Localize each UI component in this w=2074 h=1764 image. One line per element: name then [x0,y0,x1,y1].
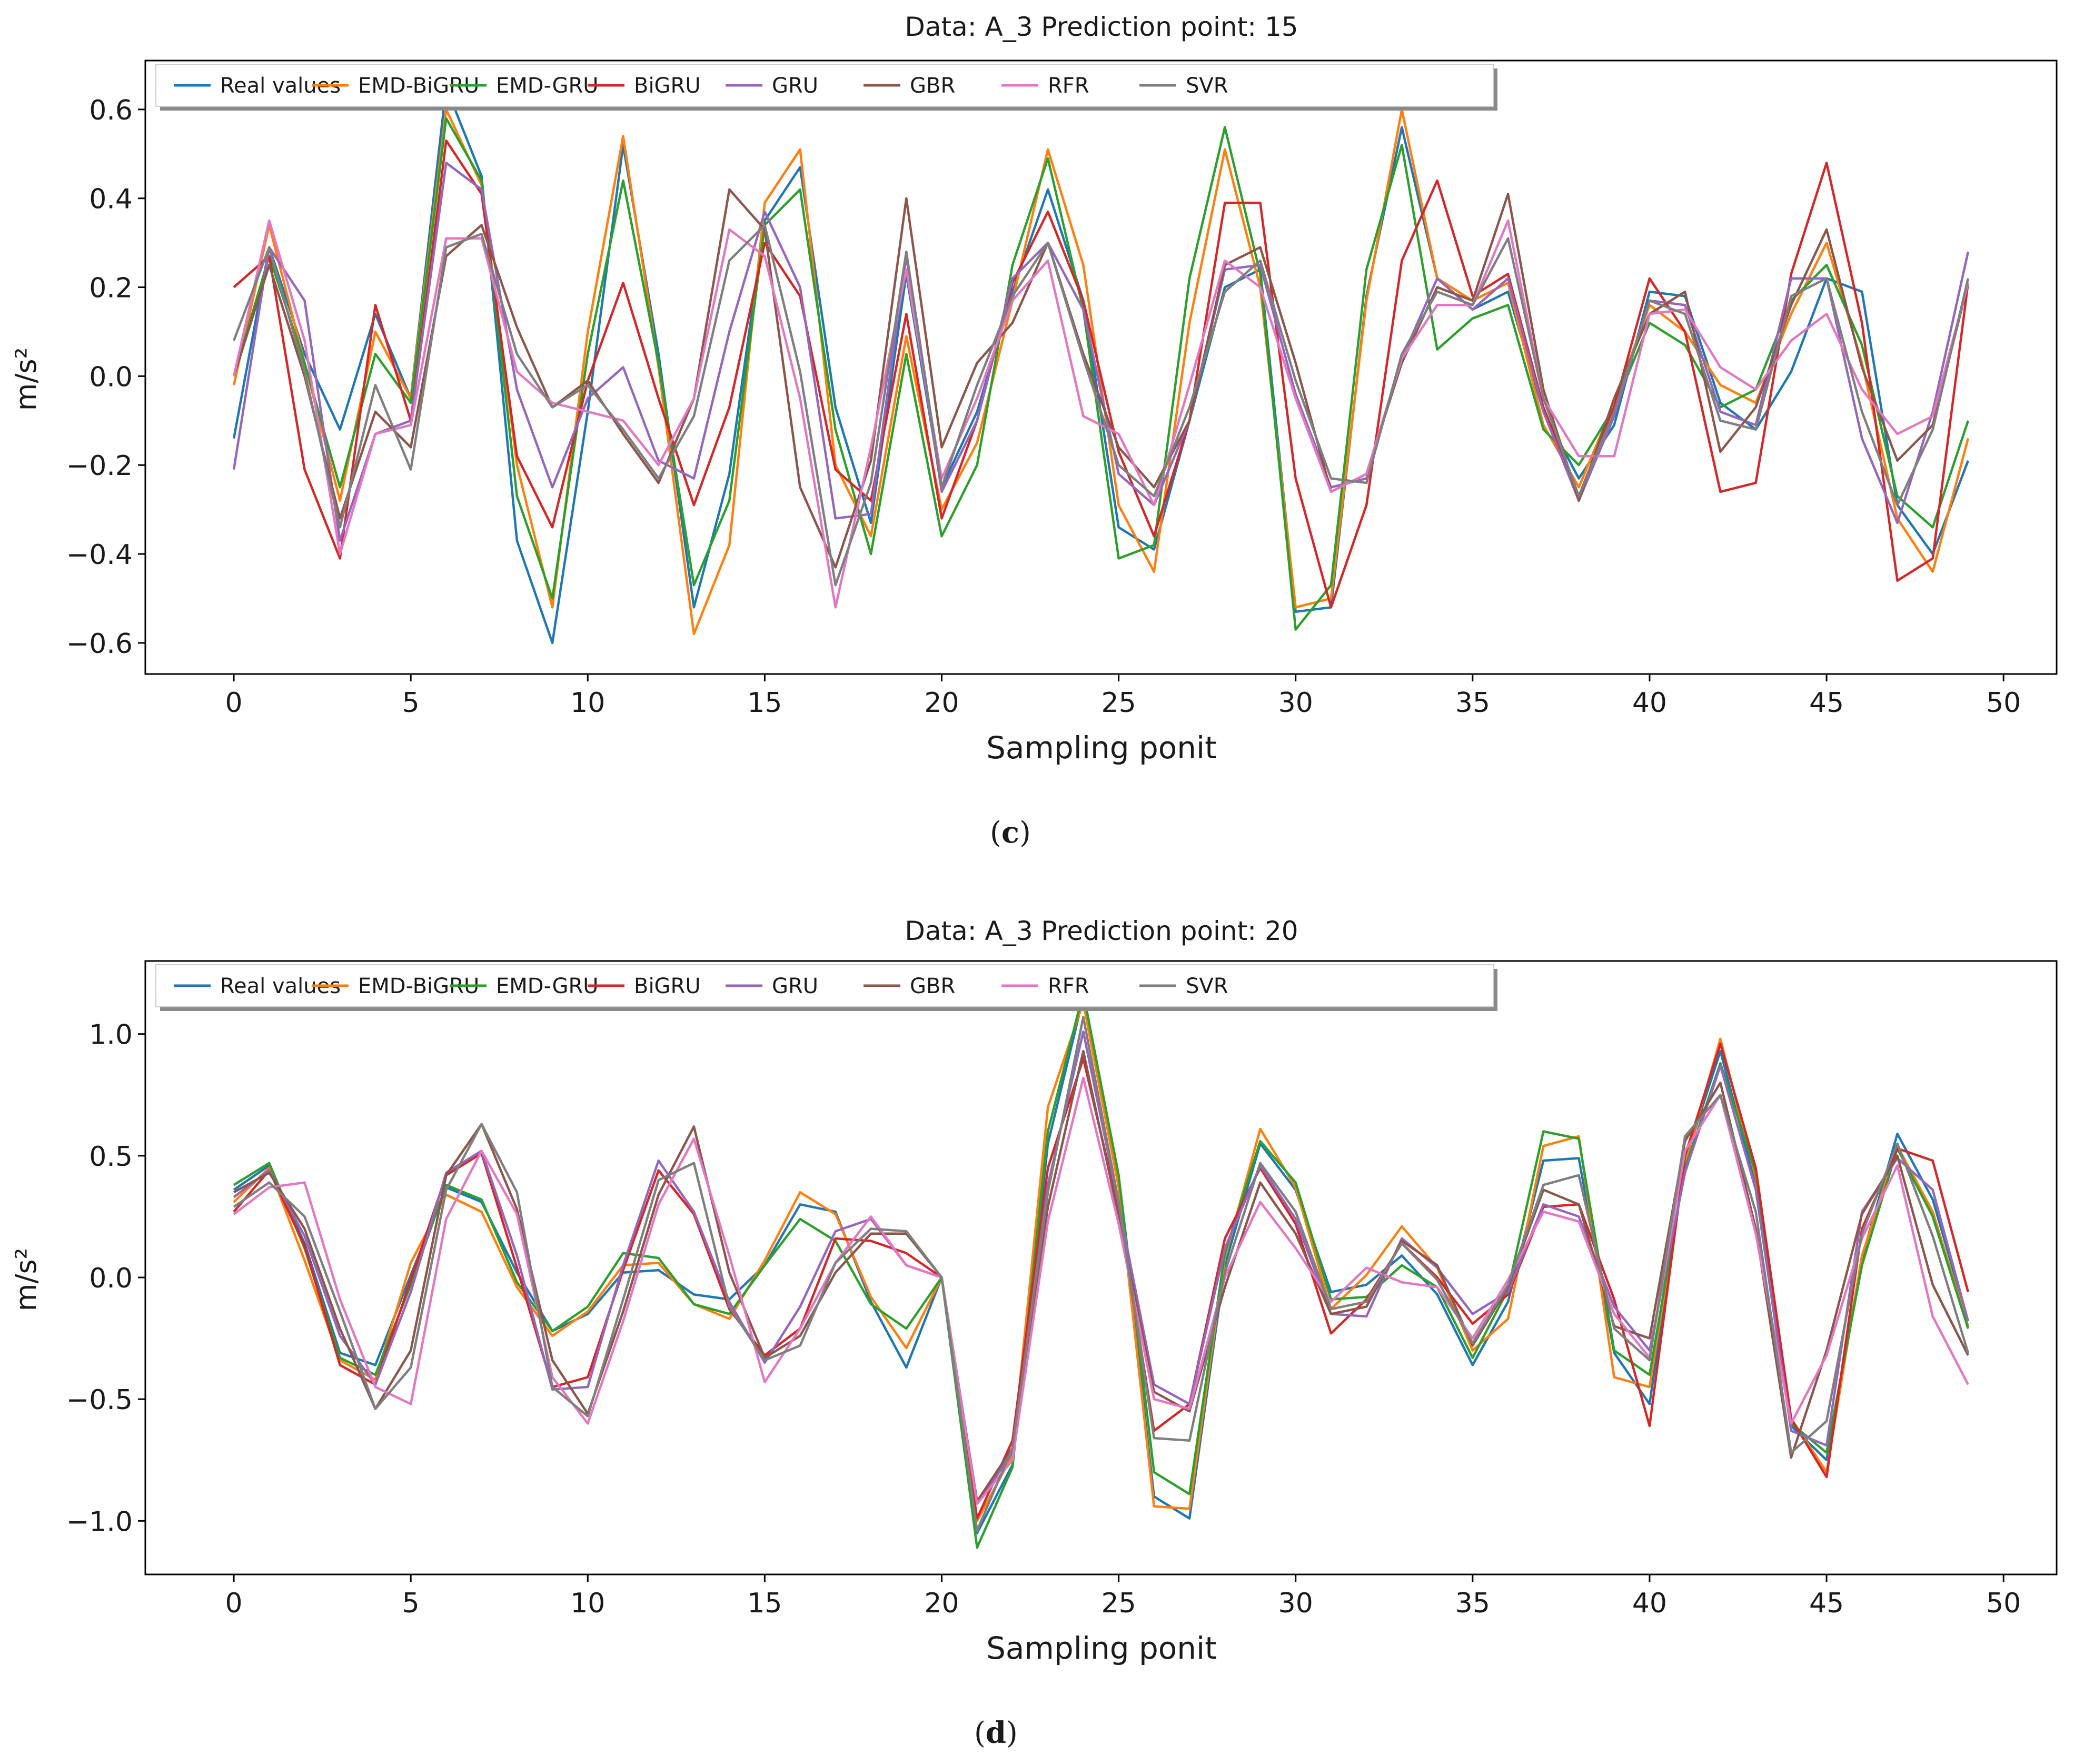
y-tick-label: −0.2 [66,450,133,482]
panel-caption-d: (d) [974,1716,1018,1750]
chart-title: Data: A_3 Prediction point: 15 [905,12,1298,42]
y-tick-label: 0.5 [89,1141,133,1173]
x-tick-label: 45 [1809,687,1844,719]
plot-area-frame [144,60,2058,675]
series-line-svr [232,224,1970,587]
legend-label: EMD-GRU [496,74,599,98]
legend-label: BiGRU [634,974,701,998]
y-tick-label: −0.4 [66,539,133,571]
legend: Real values EMD-BiGRU EMD-GRU BiGRU GRU GBR RF… [155,64,1497,111]
x-tick-label: 50 [1986,687,2021,719]
panel-caption-c: (c) [990,815,1031,850]
chart-panel-c: Data: A_3 Prediction point: 15 −0.6−0.4−… [9,12,2058,850]
x-tick-label: 25 [1101,687,1136,719]
legend-items: Real values EMD-BiGRU EMD-GRU BiGRU GRU GBR RF… [174,974,1228,998]
y-axis-label: m/s² [9,348,43,411]
legend-label: RFR [1048,74,1089,98]
x-tick-label: 5 [402,1588,420,1619]
series-lines [232,86,1970,645]
series-line-emd-gru [232,117,1970,631]
x-tick-label: 30 [1278,687,1313,719]
x-tick-label: 40 [1632,687,1667,719]
y-axis-label: m/s² [9,1248,43,1312]
y-tick-label: 1.0 [89,1019,133,1051]
x-tick-label: 20 [924,687,959,719]
legend-label: GBR [910,74,955,98]
series-line-rfr [232,219,1970,609]
legend-label: SVR [1186,974,1228,998]
x-tick-label: 10 [570,1588,605,1619]
legend-label: GRU [772,74,818,98]
series-line-gbr [232,188,1970,569]
series-line-gru [232,161,1970,542]
x-tick-label: 35 [1455,687,1490,719]
series-line-emd-bigru [232,108,1970,636]
x-tick-label: 15 [747,687,782,719]
y-axis: −0.6 −0.4 −0.2 0.0 0.2 0.4 0.6 [66,95,145,660]
x-tick-label: 50 [1986,1588,2021,1619]
y-tick-label: −0.5 [66,1384,133,1416]
chart-title: Data: A_3 Prediction point: 20 [905,916,1298,946]
x-tick-label: 25 [1101,1588,1136,1619]
x-tick-label: 5 [402,687,420,719]
y-tick-label: 0.0 [89,361,133,393]
legend: Real values EMD-BiGRU EMD-GRU BiGRU GRU GBR RF… [155,964,1497,1011]
legend-box [155,64,1494,107]
series-lines [233,991,1970,1549]
y-tick-label: 0.6 [89,95,133,126]
legend-label: BiGRU [634,74,701,98]
y-axis: −1.0 −0.5 0.0 0.5 1.0 [66,1019,145,1538]
x-axis: 0 5 10 15 20 25 30 35 40 45 50 [225,1574,2021,1619]
x-tick-label: 0 [225,687,243,719]
legend-label: GRU [772,974,818,998]
chart-panel-d: Data: A_3 Prediction point: 20 −1.0 −0.5 0… [9,916,2058,1750]
x-tick-label: 45 [1809,1588,1844,1619]
y-tick-label: 0.4 [89,184,133,215]
y-tick-label: 0.0 [89,1263,133,1294]
plot-area-frame [144,960,2058,1575]
x-tick-label: 20 [924,1588,959,1619]
x-tick-label: 35 [1455,1588,1490,1619]
x-tick-label: 10 [570,687,605,719]
series-line-gru [233,1030,1970,1505]
legend-label: SVR [1186,74,1228,98]
y-tick-label: 0.2 [89,273,133,304]
x-axis: 0 5 10 15 20 25 30 35 40 45 50 [225,674,2021,719]
x-tick-label: 40 [1632,1588,1667,1619]
x-axis-label: Sampling ponit [986,1630,1217,1666]
legend-label: RFR [1048,974,1089,998]
series-line-bigru [233,139,1970,609]
y-tick-label: −0.6 [66,628,133,660]
legend-label: EMD-GRU [496,974,599,998]
series-line-svr [233,1016,1970,1532]
legend-items: Real values EMD-BiGRU EMD-GRU BiGRU GRU GBR RF… [174,74,1228,98]
x-tick-label: 30 [1278,1588,1313,1619]
legend-box [155,964,1494,1007]
series-line-rfr [233,1076,1969,1505]
x-tick-label: 15 [747,1588,782,1619]
x-axis-label: Sampling ponit [986,730,1217,766]
legend-label: GBR [910,974,955,998]
x-tick-label: 0 [225,1588,243,1619]
y-tick-label: −1.0 [66,1506,133,1538]
